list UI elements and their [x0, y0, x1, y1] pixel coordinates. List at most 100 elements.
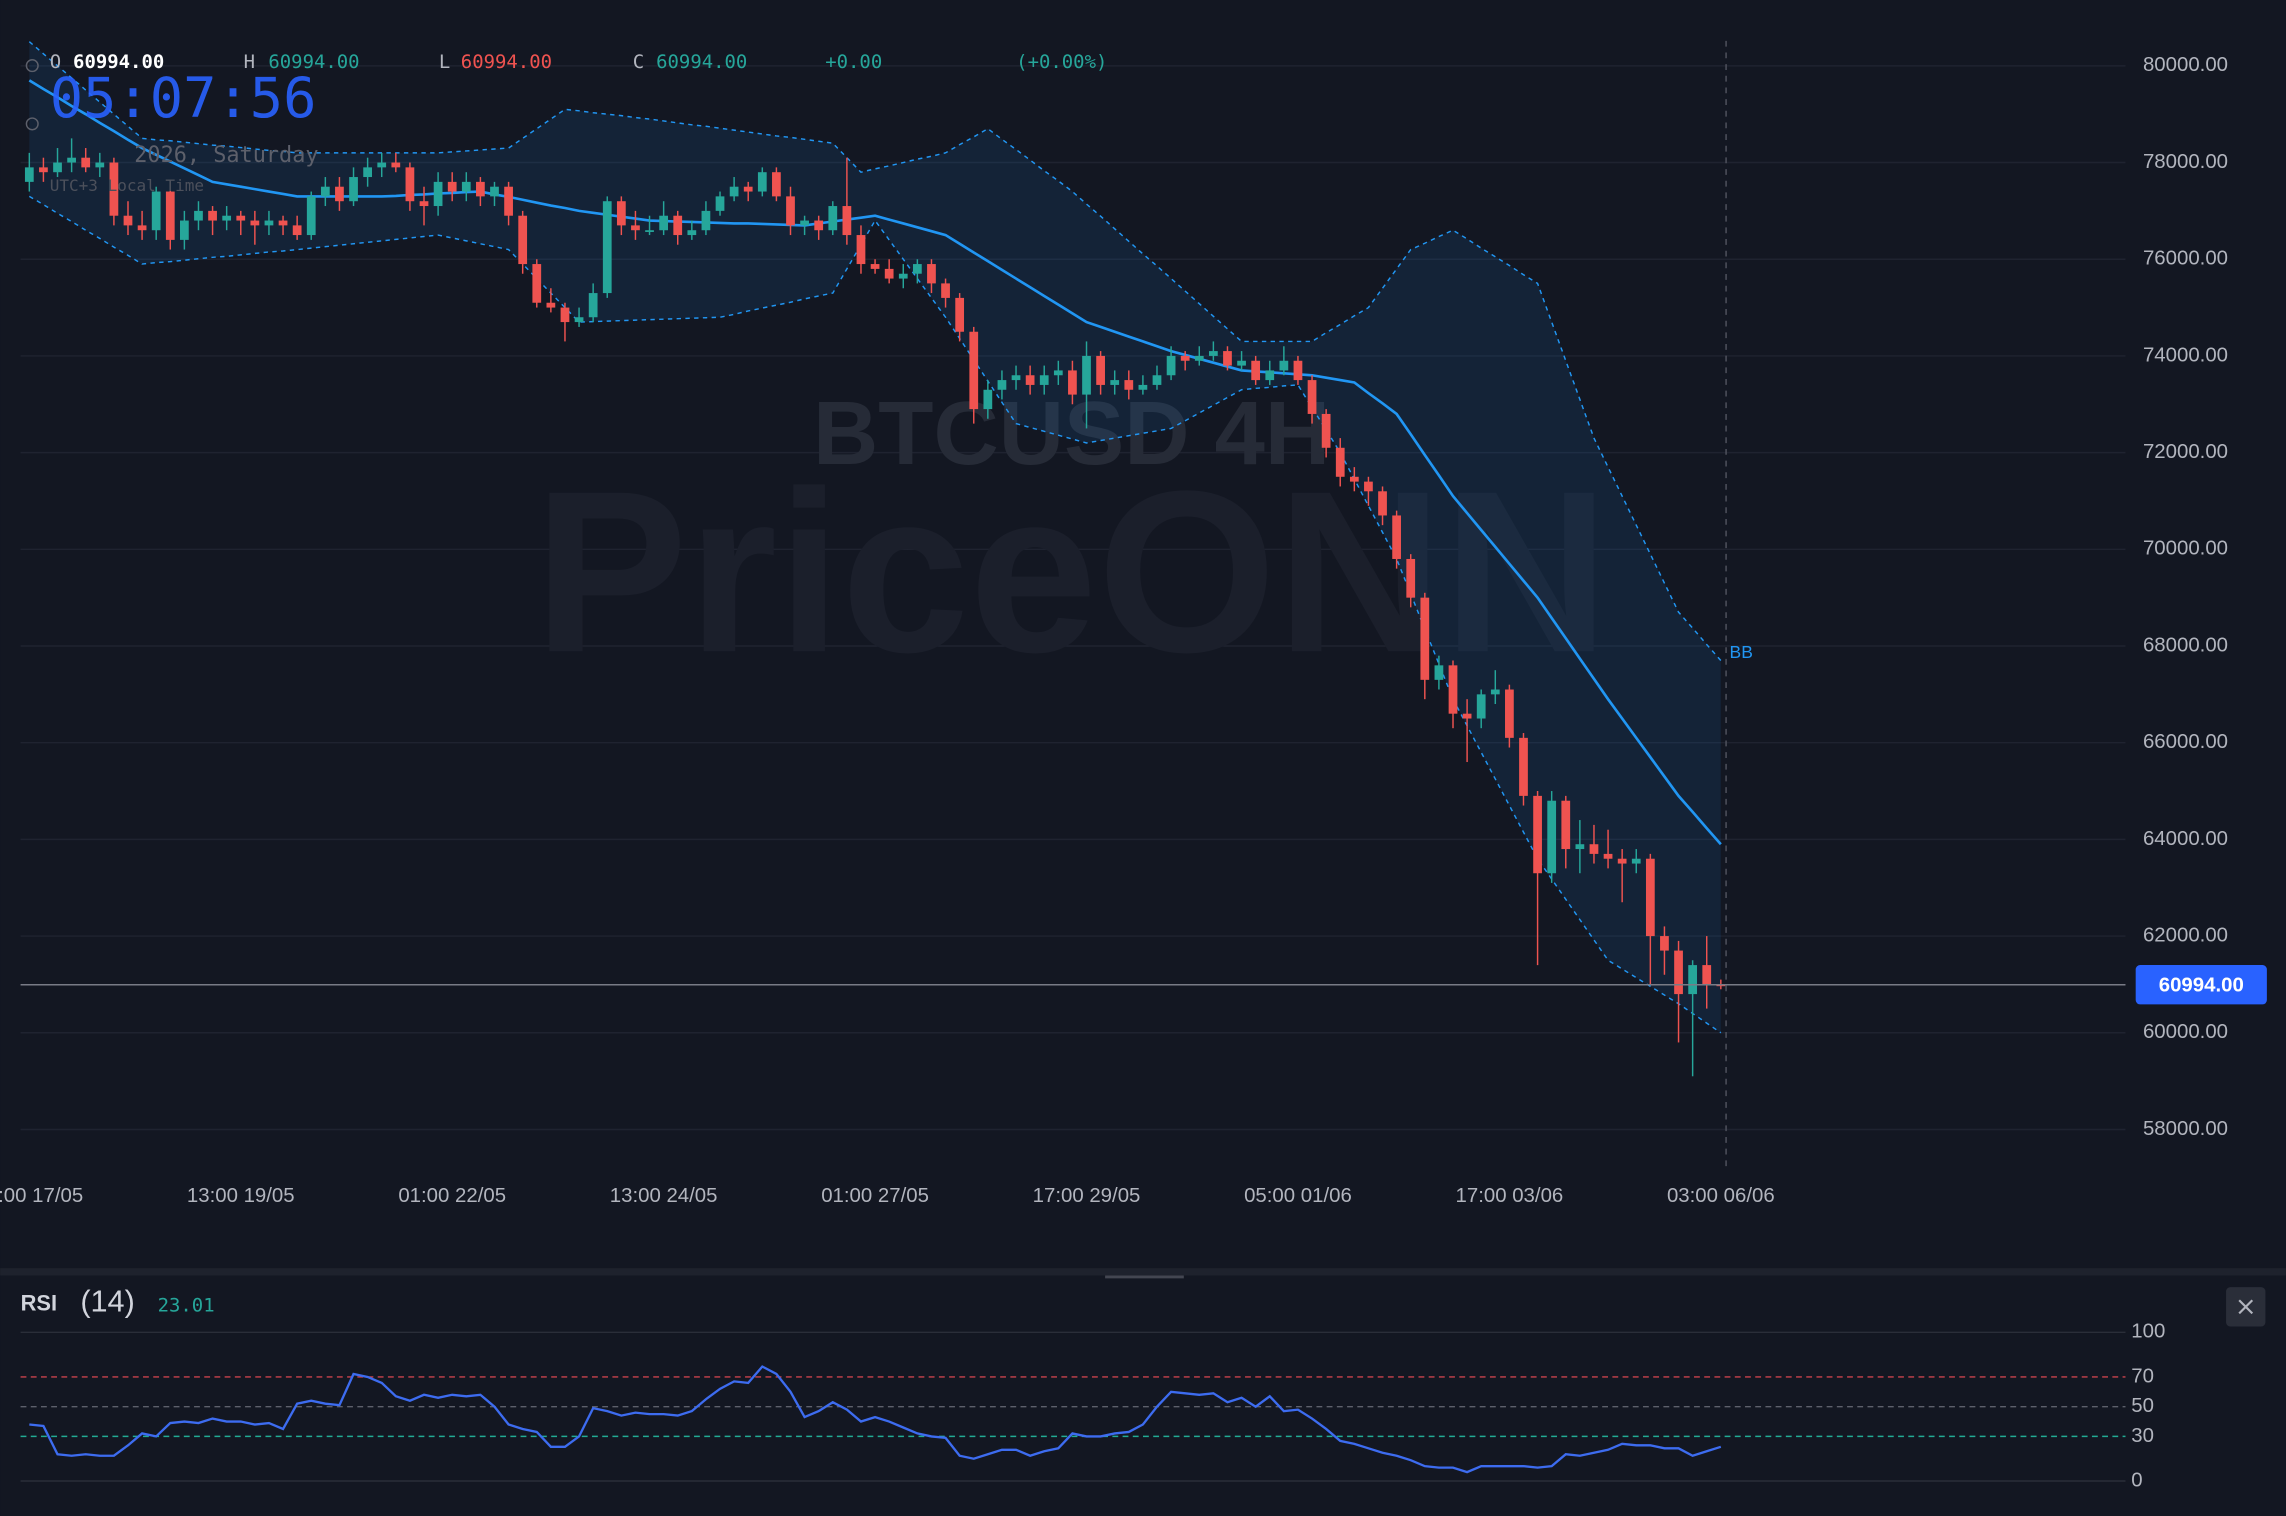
candle-body [687, 230, 697, 236]
y-tick-label: 68000.00 [2143, 634, 2228, 656]
candle-body [1011, 375, 1021, 381]
candle-body [476, 181, 485, 197]
ohlc-value: 60994.00 [461, 51, 552, 73]
change: +0.00 [825, 51, 882, 73]
ohlc-label: L [439, 51, 450, 73]
ohlc-label: H [244, 51, 255, 73]
candle-body [1547, 800, 1557, 874]
x-tick-label: 05:00 01/06 [1244, 1185, 1352, 1207]
candle-body [1533, 795, 1542, 874]
eye-icon[interactable] [25, 117, 39, 131]
candle-body [222, 215, 232, 221]
candle-body [743, 186, 753, 192]
candle-body [1575, 844, 1585, 850]
candle-body [1617, 858, 1627, 864]
candle-body [306, 196, 316, 236]
candle-body [53, 162, 62, 173]
candle-body [1124, 380, 1134, 390]
candle-body [856, 235, 866, 265]
x-tick-label: 13:00 24/05 [610, 1185, 718, 1207]
candle-body [1519, 737, 1528, 796]
candle-body [123, 215, 133, 226]
candle-body [1138, 384, 1148, 390]
timezone-text: UTC+3 Local Time [50, 176, 204, 195]
x-tick-label: 17:00 03/06 [1456, 1185, 1564, 1207]
y-tick-label: 60000.00 [2143, 1021, 2228, 1043]
x-tick-label: 03:00 06/06 [1667, 1185, 1775, 1207]
candle-body [1448, 665, 1458, 714]
candle-body [631, 225, 640, 231]
candle-body [165, 191, 175, 240]
candle-body [884, 268, 894, 279]
candle-body [1237, 360, 1246, 366]
candle-body [405, 167, 415, 202]
candle-body [828, 206, 838, 231]
last-price-label: 60994.00 [2159, 975, 2244, 997]
y-tick-label: 74000.00 [2143, 344, 2228, 366]
candle-body [180, 220, 189, 240]
candle-body [1603, 853, 1613, 859]
candle-body [983, 389, 993, 410]
candle-body [1053, 370, 1063, 376]
candle-body [1490, 689, 1500, 695]
rsi-value: 23.01 [158, 1295, 215, 1317]
x-tick-label: 01:00 27/05 [821, 1185, 929, 1207]
eye-icon[interactable] [25, 59, 39, 73]
candle-body [1321, 413, 1331, 448]
candle-body [870, 264, 880, 269]
candle-body [461, 181, 471, 192]
candle-body [532, 264, 542, 303]
candle-body [433, 181, 443, 207]
candle-body [1378, 491, 1387, 516]
candle-body [447, 181, 457, 192]
candle-body [278, 220, 288, 226]
candle-body [729, 186, 739, 197]
clock: 05:07:56 [50, 67, 317, 131]
candle-body [715, 196, 725, 211]
candle-body [969, 331, 979, 410]
candle-body [151, 191, 161, 231]
candle-body [1110, 380, 1120, 385]
candle-body [786, 196, 795, 226]
y-tick-label: 58000.00 [2143, 1118, 2228, 1140]
candle-body [1209, 351, 1218, 356]
y-tick-label: 0 [2131, 1469, 2142, 1491]
change-pct: (+0.00%) [1016, 51, 1107, 73]
overlay-label: BB [1730, 642, 1753, 662]
candle-body [560, 307, 570, 323]
candle-body [320, 186, 330, 197]
x-tick-label: 17:00 29/05 [1033, 1185, 1141, 1207]
candle-body [673, 215, 683, 236]
y-tick-label: 30 [2131, 1425, 2154, 1447]
date-text: 2026, Saturday [134, 143, 318, 168]
candle-body [504, 186, 513, 216]
candle-body [1082, 355, 1091, 395]
y-tick-label: 70000.00 [2143, 538, 2228, 560]
candle-body [1505, 689, 1514, 738]
candle-body [1293, 360, 1303, 381]
x-tick-label: 13:00 19/05 [187, 1185, 295, 1207]
candle-body [1025, 375, 1035, 385]
y-tick-label: 66000.00 [2143, 731, 2228, 753]
candle-body [1279, 360, 1289, 371]
candle-body [1096, 355, 1105, 385]
candle-body [1349, 476, 1359, 482]
grid [20, 65, 2126, 1131]
candle-body [1660, 936, 1669, 951]
close-icon[interactable] [2238, 1299, 2254, 1315]
ohlc-label: C [633, 51, 644, 73]
rsi-title: RSI [21, 1290, 57, 1315]
x-tick-label: 01:00 17/05 [0, 1185, 83, 1207]
candle-body [898, 273, 908, 279]
candle-body [1420, 597, 1430, 680]
candle-body [391, 162, 401, 168]
candle-body [800, 220, 809, 226]
candle-body [1180, 355, 1190, 361]
candle-body [264, 220, 274, 226]
x-tick-label: 01:00 22/05 [398, 1185, 506, 1207]
candle-body [109, 162, 119, 216]
candle-body [95, 162, 105, 168]
y-tick-label: 76000.00 [2143, 248, 2228, 270]
